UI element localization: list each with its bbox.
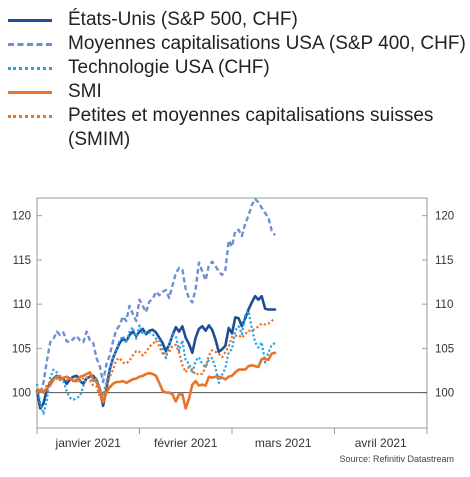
y-tick-label-left-1: 105 bbox=[12, 343, 31, 355]
legend-label-us: États-Unis (S&P 500, CHF) bbox=[68, 9, 298, 30]
x-tick-label-0: janvier 2021 bbox=[55, 436, 122, 450]
plot-frame bbox=[36, 197, 428, 429]
legend-label-smim: Petites et moyennes capitalisations suis… bbox=[68, 105, 434, 150]
x-tick-label-2: mars 2021 bbox=[255, 436, 312, 450]
y-tick-label-left-3: 115 bbox=[13, 255, 31, 267]
x-tick-label-3: avril 2021 bbox=[355, 436, 407, 450]
y-tick-label-right-3: 115 bbox=[435, 255, 453, 267]
legend-swatch-us bbox=[8, 19, 52, 22]
series-line-1 bbox=[35, 197, 276, 396]
legend-label-us-tech: Technologie USA (CHF) bbox=[68, 57, 270, 78]
line-chart: 100 100 105 105 110 110 115 115 120 120 janvier 20… bbox=[12, 197, 454, 450]
y-tick-label-right-1: 105 bbox=[435, 343, 454, 355]
source-note: Source: Refinitiv Datastream bbox=[339, 454, 454, 464]
series-line-2 bbox=[35, 310, 276, 415]
legend-swatch-us-tech bbox=[8, 67, 52, 70]
x-tick-label-1: février 2021 bbox=[154, 436, 218, 450]
legend-swatch-smim bbox=[8, 115, 52, 118]
series-line-4 bbox=[36, 317, 276, 403]
y-tick-label-left-0: 100 bbox=[12, 388, 31, 400]
series-line-3 bbox=[35, 351, 277, 410]
y-tick-label-right-2: 110 bbox=[435, 299, 453, 311]
legend-swatch-us-midcap bbox=[8, 43, 52, 46]
legend-label-smi: SMI bbox=[68, 81, 102, 102]
y-tick-label-right-0: 100 bbox=[435, 388, 454, 400]
series-line-0 bbox=[35, 294, 277, 410]
y-tick-label-left-4: 120 bbox=[12, 211, 31, 223]
y-tick-label-left-2: 110 bbox=[13, 299, 31, 311]
legend-swatch-smi bbox=[8, 91, 52, 94]
y-tick-label-right-4: 120 bbox=[435, 211, 454, 223]
legend-label-us-midcap: Moyennes capitalisations USA (S&P 400, C… bbox=[68, 33, 466, 54]
